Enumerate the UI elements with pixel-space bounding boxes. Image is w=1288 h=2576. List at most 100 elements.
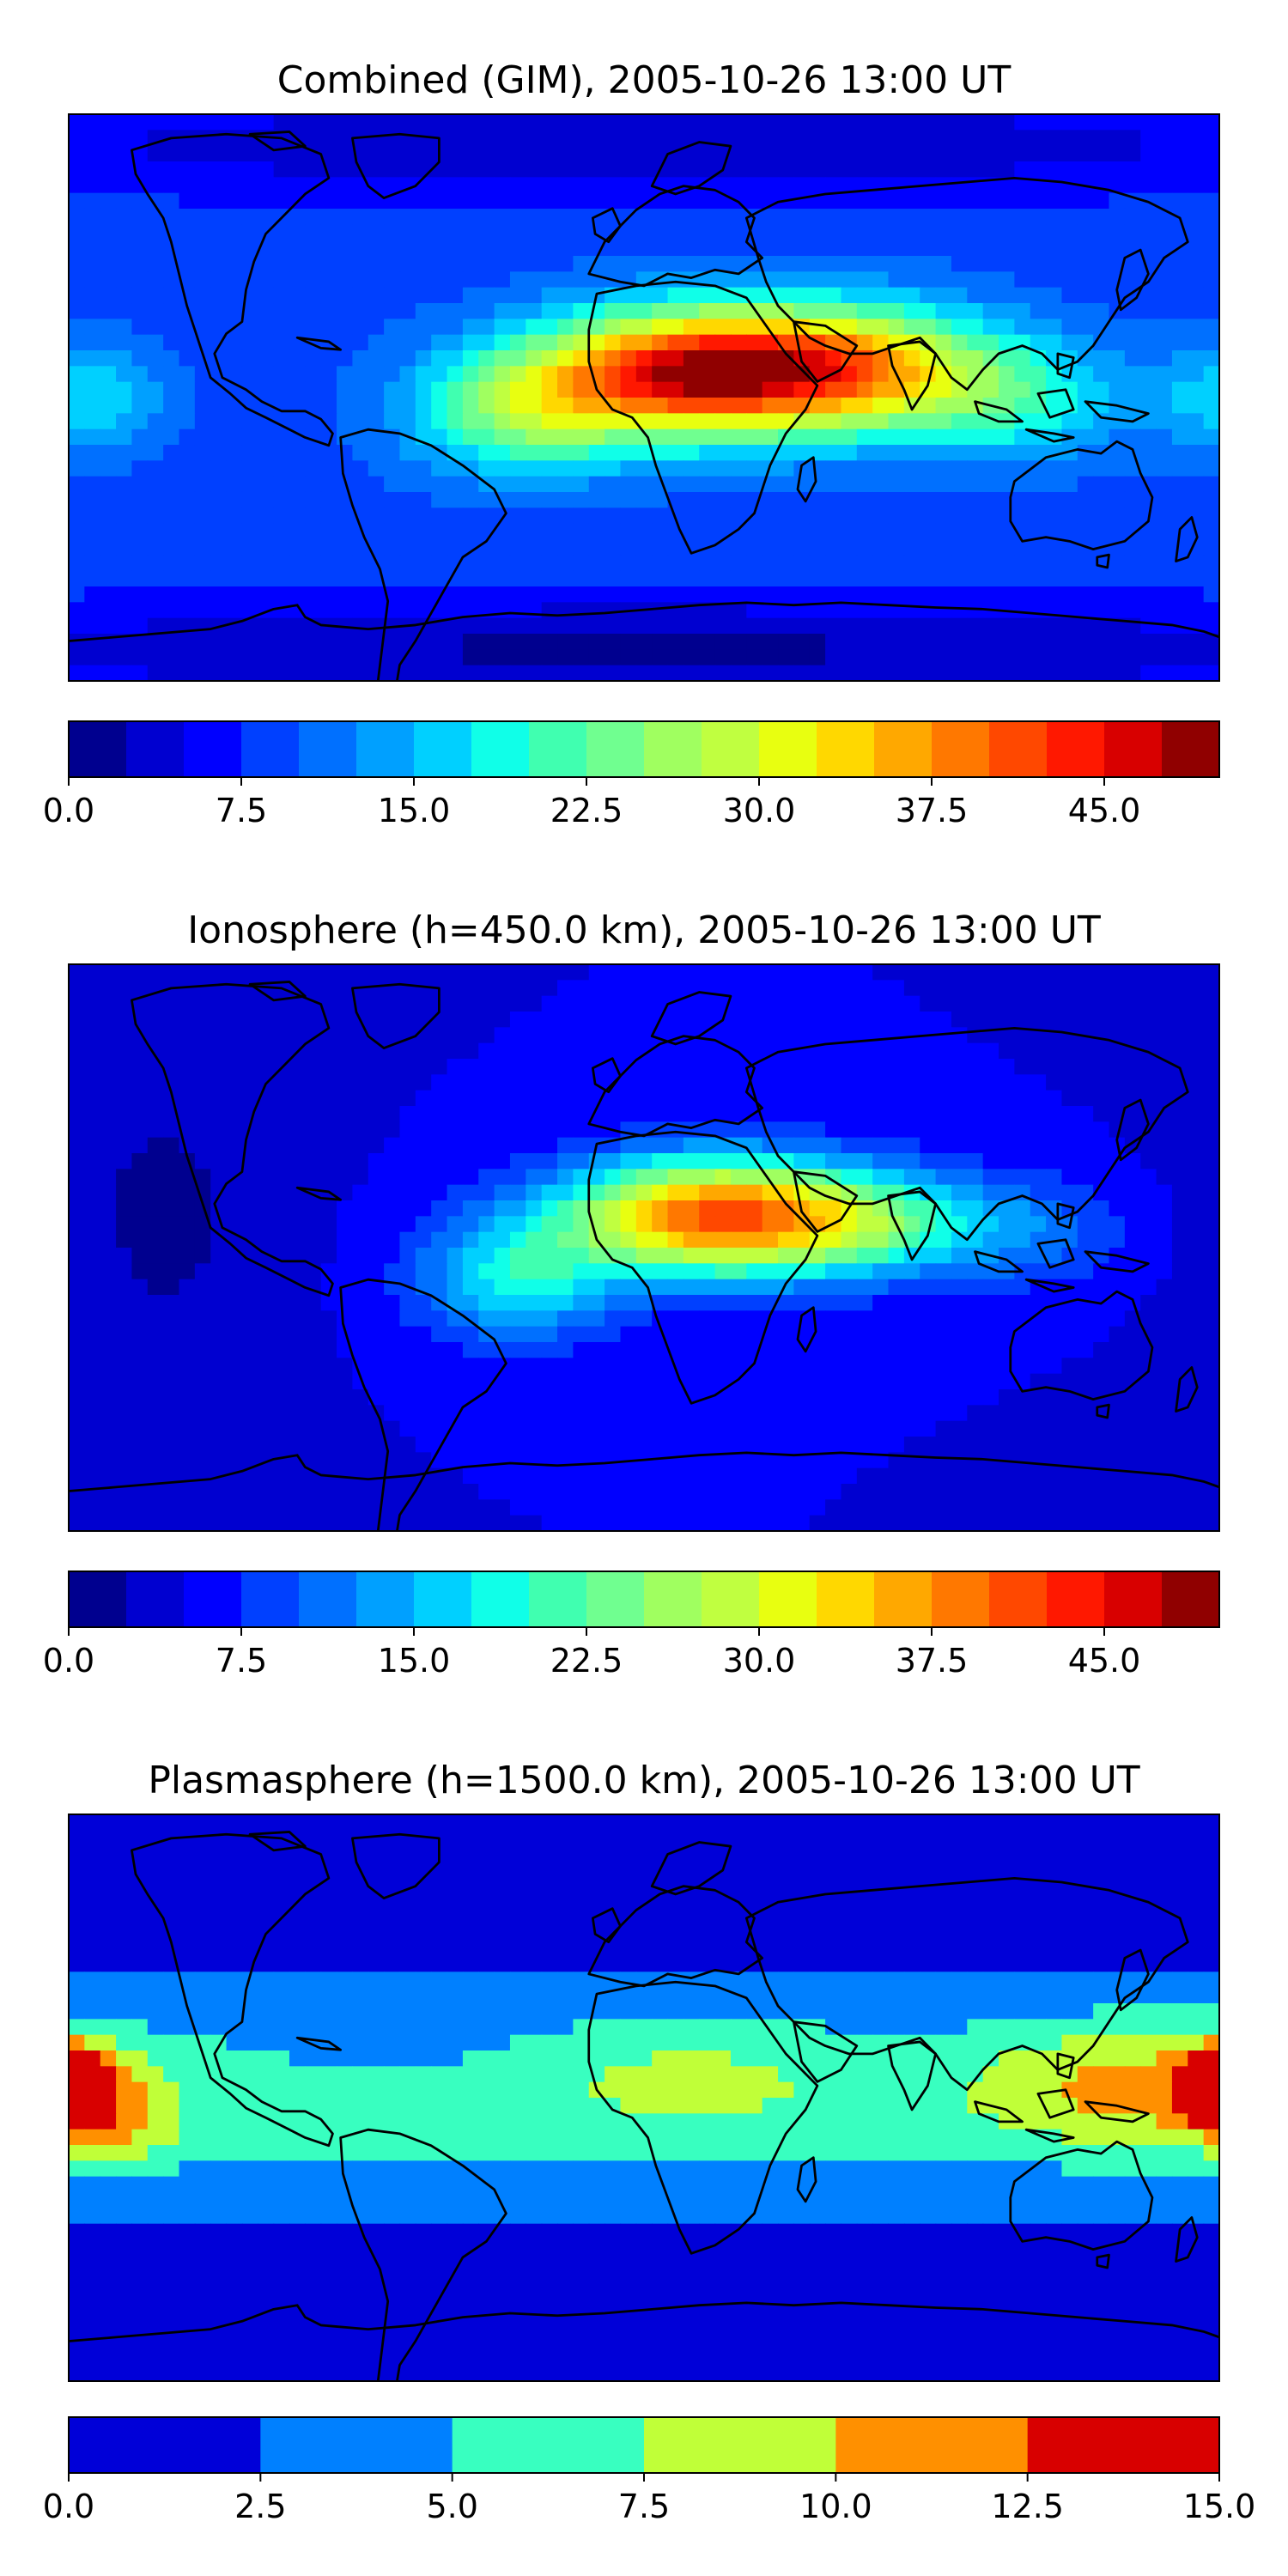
map-cell <box>1093 145 1110 162</box>
map-cell <box>352 570 369 587</box>
map-cell <box>337 1216 353 1233</box>
map-cell <box>1109 366 1126 383</box>
map-cell <box>447 1058 464 1075</box>
map-cell <box>557 413 574 430</box>
map-cell <box>825 1153 842 1170</box>
map-cell <box>730 1200 747 1217</box>
map-cell <box>320 1200 337 1217</box>
map-cell <box>320 1295 337 1311</box>
map-cell <box>163 1420 180 1437</box>
map-cell <box>241 555 258 572</box>
map-cell <box>888 476 905 493</box>
map-cell <box>1046 1184 1062 1201</box>
map-cell <box>1203 1389 1219 1406</box>
map-cell <box>1188 1231 1205 1249</box>
map-cell <box>1140 1027 1157 1044</box>
map-cell <box>605 366 622 383</box>
map-cell <box>1093 586 1110 603</box>
map-cell <box>620 476 637 493</box>
map-cell <box>999 1090 1015 1107</box>
map-cell <box>273 256 290 272</box>
map-cell <box>856 602 873 619</box>
map-cell <box>1077 649 1094 666</box>
map-cell <box>699 460 716 477</box>
map-cell <box>194 665 211 681</box>
map-cell <box>573 1295 590 1311</box>
map-cell <box>69 617 85 635</box>
map-cell <box>147 586 164 603</box>
map-cell <box>967 413 984 430</box>
map-cell <box>1030 1437 1047 1453</box>
map-cell <box>888 523 905 540</box>
map-cell <box>368 224 385 241</box>
map-cell <box>951 1027 968 1044</box>
map-cell <box>825 224 842 241</box>
map-cell <box>667 1437 684 1453</box>
map-cell <box>462 256 479 272</box>
map-cell <box>447 602 464 619</box>
map-cell <box>1124 1405 1141 1422</box>
map-cell <box>494 114 511 131</box>
map-cell <box>194 1326 211 1343</box>
map-cell <box>935 491 952 508</box>
map-cell <box>131 602 149 619</box>
map-cell <box>1061 964 1078 981</box>
map-cell <box>1109 649 1126 666</box>
map-cell <box>399 1452 416 1469</box>
map-cell <box>541 177 558 194</box>
map-cell <box>258 1106 275 1122</box>
map-cell <box>935 1137 952 1154</box>
map-cell <box>462 1074 479 1091</box>
map-cell <box>163 1153 180 1170</box>
map-cell <box>1077 1121 1094 1139</box>
map-cell <box>384 649 401 666</box>
map-cell <box>920 1420 937 1437</box>
map-cell <box>447 1184 464 1201</box>
map-cell <box>872 523 890 540</box>
map-cell <box>320 460 337 477</box>
map-cell <box>888 1295 905 1311</box>
map-cell <box>384 208 401 225</box>
map-cell <box>131 1263 149 1280</box>
map-cell <box>116 177 132 194</box>
map-cell <box>273 491 290 508</box>
map-cell <box>1188 1341 1205 1358</box>
map-cell <box>69 145 85 162</box>
map-cell <box>1030 570 1047 587</box>
map-cell <box>526 256 543 272</box>
map-cell <box>652 523 669 540</box>
map-cell <box>667 1231 684 1249</box>
map-cell <box>935 271 952 289</box>
map-cell <box>903 523 920 540</box>
map-cell <box>1171 319 1188 336</box>
map-cell <box>714 555 732 572</box>
map-cell <box>100 964 117 981</box>
map-cell <box>778 1137 794 1154</box>
map-cell <box>605 507 622 525</box>
map-cell <box>730 1310 747 1327</box>
map-cell <box>305 271 322 289</box>
map-cell <box>1093 1106 1110 1122</box>
map-cell <box>399 192 416 210</box>
map-cell <box>620 555 637 572</box>
map-cell <box>605 1310 622 1327</box>
map-cell <box>793 555 811 572</box>
map-cell <box>967 539 984 556</box>
map-cell <box>762 602 779 619</box>
map-cell <box>1093 1341 1110 1358</box>
map-cell <box>1109 1042 1126 1060</box>
map-cell <box>793 240 811 257</box>
map-cell <box>352 445 369 461</box>
map-cell <box>1046 145 1062 162</box>
map-cell <box>289 256 306 272</box>
map-cell <box>809 271 826 289</box>
map-cell <box>447 617 464 635</box>
map-cell <box>1014 366 1031 383</box>
map-cell <box>494 539 511 556</box>
map-cell <box>1109 1231 1126 1249</box>
map-cell <box>1203 1200 1219 1217</box>
map-cell <box>999 1437 1015 1453</box>
map-cell <box>714 224 732 241</box>
map-cell <box>1156 570 1173 587</box>
map-cell <box>635 507 653 525</box>
